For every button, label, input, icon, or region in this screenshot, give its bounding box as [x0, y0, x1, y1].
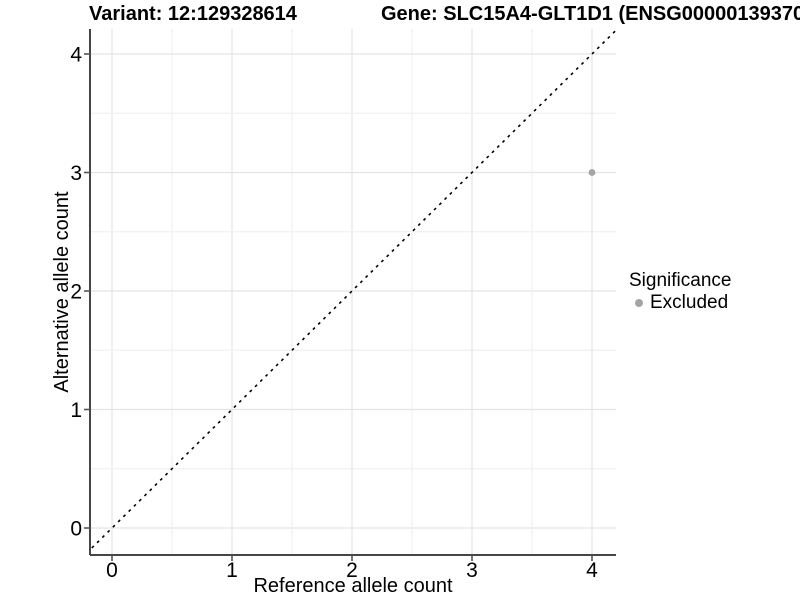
legend: Significance Excluded — [629, 270, 731, 313]
y-axis-title: Alternative allele count — [51, 191, 73, 393]
y-tick-label-0: 0 — [70, 518, 82, 541]
y-tick-label-3: 3 — [70, 162, 82, 185]
x-tick-label-3: 3 — [466, 559, 478, 582]
x-tick-label-0: 0 — [106, 559, 118, 582]
legend-item-excluded: Excluded — [629, 292, 731, 313]
y-tick-label-4: 4 — [70, 44, 82, 67]
x-tick-label-2: 2 — [346, 559, 358, 582]
x-tick-label-1: 1 — [226, 559, 238, 582]
identity-line — [90, 29, 616, 551]
variant-title: Variant: 12:129328614 — [89, 3, 297, 25]
legend-title: Significance — [629, 270, 732, 291]
excluded-point-icon — [635, 298, 643, 307]
y-tick-label-2: 2 — [70, 281, 82, 304]
gene-title: Gene: SLC15A4-GLT1D1 (ENSG00000139370 — [381, 3, 800, 25]
x-axis-title: Reference allele count — [253, 575, 453, 597]
legend-item-label: Excluded — [650, 292, 729, 313]
y-tick-label-1: 1 — [70, 399, 82, 422]
x-tick-label-4: 4 — [586, 559, 598, 582]
data-point — [588, 169, 596, 176]
